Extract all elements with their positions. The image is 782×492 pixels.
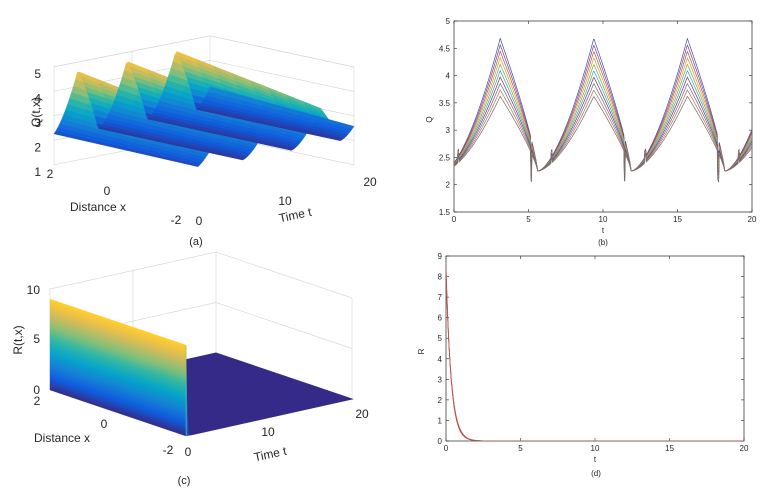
y-tick-label: 2 xyxy=(438,396,443,405)
t-tick-label: 20 xyxy=(355,407,369,421)
t-tick-label: 10 xyxy=(278,194,292,208)
y-tick-label: 5 xyxy=(446,17,451,26)
x-tick-label: 15 xyxy=(673,215,682,224)
panel-b: 0 5 10 15 20 1.5 2 2.5 3 3.5 4 4.5 5 t Q (b) xyxy=(425,17,757,247)
series-line xyxy=(454,95,752,183)
x-tick-label: 10 xyxy=(599,215,608,224)
x-axis-label: Distance x xyxy=(34,431,90,445)
panel-d-frame xyxy=(445,255,745,442)
y-tick-label: 1.5 xyxy=(439,208,451,217)
z-axis-label: Q(t,x) xyxy=(29,97,43,127)
series-line xyxy=(454,69,752,172)
x-tick-label: 0 xyxy=(444,444,449,453)
t-tick-label: 10 xyxy=(261,425,275,439)
y-tick-label: 4 xyxy=(446,72,451,81)
y-tick-label: 5 xyxy=(438,334,443,343)
y-tick-label: 8 xyxy=(438,273,443,282)
z-tick-label: 1 xyxy=(34,165,41,179)
panel-b-series xyxy=(454,37,752,183)
y-tick-label: 4 xyxy=(438,355,443,364)
y-tick-label: 0 xyxy=(438,437,443,446)
series-line xyxy=(454,82,752,176)
series-line xyxy=(454,50,752,172)
panel-label-a: (a) xyxy=(189,236,202,248)
z-tick-label: 5 xyxy=(34,67,41,81)
y-tick-label: 6 xyxy=(438,314,443,323)
z-tick-label: 3 xyxy=(34,116,41,130)
z-tick-label: 0 xyxy=(33,383,40,397)
x-tick-label: 2 xyxy=(47,167,54,181)
t-tick-label: 0 xyxy=(185,445,192,459)
y-axis-label: Q xyxy=(425,116,434,122)
z-tick-label: 2 xyxy=(34,141,41,155)
series-line xyxy=(454,89,752,180)
y-tick-label: 4.5 xyxy=(439,44,451,53)
x-tick-label: 10 xyxy=(591,444,600,453)
panel-d-ticks xyxy=(445,255,745,442)
z-axis-label: R(t,x) xyxy=(11,325,25,354)
z-tick-label: 4 xyxy=(34,92,41,106)
x-tick-label: 15 xyxy=(665,444,674,453)
panel-d-series xyxy=(446,266,744,441)
series-line xyxy=(454,37,752,172)
z-tick-label: 5 xyxy=(33,332,40,346)
x-axis-label: t xyxy=(602,226,605,235)
x-tick-label: 0 xyxy=(452,215,457,224)
x-tick-label: -2 xyxy=(163,443,174,457)
x-tick-label: 0 xyxy=(101,417,108,431)
t-tick-label: 20 xyxy=(363,175,377,189)
x-tick-label: 2 xyxy=(34,394,41,408)
series-line xyxy=(454,43,752,172)
series-line xyxy=(454,63,752,172)
panel-a-surface xyxy=(53,51,355,167)
y-tick-label: 7 xyxy=(438,293,443,302)
y-tick-label: 1 xyxy=(438,416,443,425)
t-axis-label: Time t xyxy=(278,205,314,226)
x-tick-label: 0 xyxy=(104,184,111,198)
y-tick-label: 3 xyxy=(446,126,451,135)
x-tick-label: 20 xyxy=(740,444,749,453)
panel-d: 0 5 10 15 20 0 1 2 3 4 5 6 7 8 9 t R (d) xyxy=(417,252,749,478)
panel-label: (d) xyxy=(591,469,601,478)
x-tick-label: 5 xyxy=(526,215,531,224)
y-tick-label: 3 xyxy=(438,375,443,384)
t-axis-label: Time t xyxy=(253,444,289,465)
x-axis-label: t xyxy=(594,455,597,464)
panel-label-c: (c) xyxy=(178,475,191,487)
y-axis-label: R xyxy=(417,348,426,354)
series-line xyxy=(446,272,744,441)
y-tick-label: 3.5 xyxy=(439,99,451,108)
series-line xyxy=(454,56,752,172)
series-line xyxy=(454,76,752,173)
y-tick-label: 2 xyxy=(446,181,451,190)
y-tick-label: 9 xyxy=(438,252,443,261)
x-tick-label: 5 xyxy=(518,444,523,453)
panel-b-ticks xyxy=(453,20,753,213)
x-tick-label: 20 xyxy=(748,215,757,224)
panel-c-surface xyxy=(49,298,354,437)
x-axis-label: Distance x xyxy=(70,200,126,214)
y-tick-label: 2.5 xyxy=(439,153,451,162)
t-tick-label: 0 xyxy=(196,214,203,228)
panel-label: (b) xyxy=(598,238,608,247)
x-tick-label: -2 xyxy=(171,213,182,227)
surface-cell xyxy=(207,86,229,97)
z-tick-label: 10 xyxy=(27,283,41,297)
